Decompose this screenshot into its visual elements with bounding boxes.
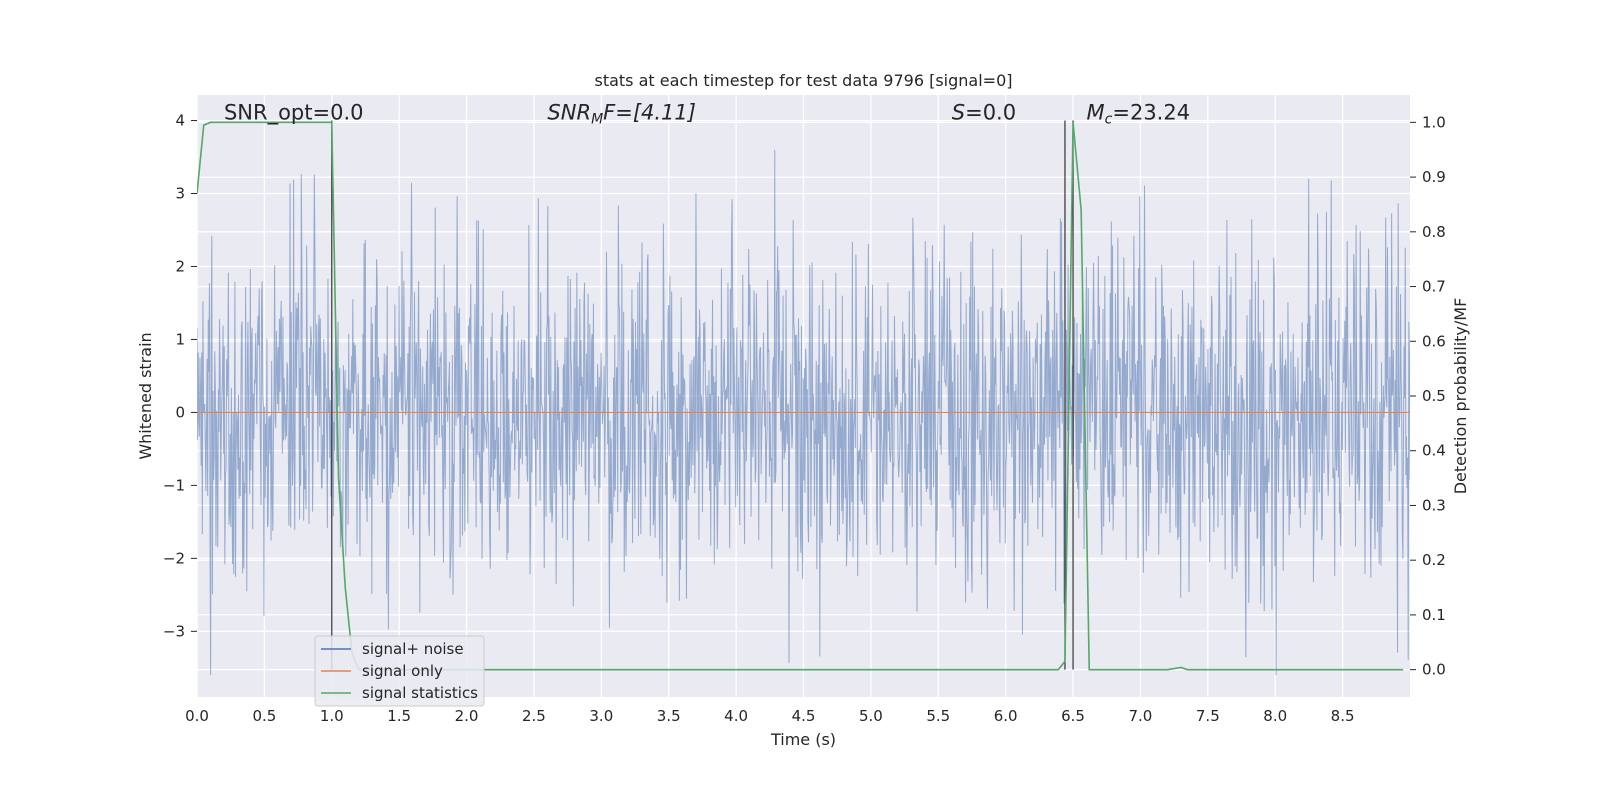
y-right-tick-label: 0.5 bbox=[1422, 387, 1446, 405]
y-tick-label: −1 bbox=[163, 476, 185, 494]
y-tick-label: 3 bbox=[175, 185, 185, 203]
annotation-s-value: =0.0 bbox=[965, 101, 1016, 125]
y-right-axis-label: Detection probability/MF bbox=[1451, 298, 1470, 495]
annotation-mc: Mc=23.24 bbox=[1087, 101, 1191, 128]
annotation-mc-symbol: M bbox=[1087, 101, 1105, 125]
x-tick-label: 5.0 bbox=[859, 707, 883, 725]
y-tick-label: −3 bbox=[163, 622, 185, 640]
y-right-tick-label: 0.4 bbox=[1422, 442, 1446, 460]
x-tick-label: 4.0 bbox=[724, 707, 748, 725]
x-tick-label: 0.5 bbox=[252, 707, 276, 725]
x-axis-label: Time (s) bbox=[770, 730, 836, 749]
y-right-tick-label: 0.3 bbox=[1422, 496, 1446, 514]
x-tick-label: 8.0 bbox=[1263, 707, 1287, 725]
x-tick-label: 0.0 bbox=[185, 707, 209, 725]
legend-label-signal-noise: signal+ noise bbox=[362, 640, 464, 658]
annotation-snr-mf-value: F=[4.11] bbox=[603, 101, 696, 125]
x-tick-label: 7.0 bbox=[1129, 707, 1153, 725]
vertical-markers bbox=[331, 120, 1074, 670]
y-tick-label: 1 bbox=[175, 330, 185, 348]
legend-label-signal-statistics: signal statistics bbox=[362, 684, 478, 702]
x-tick-label: 4.5 bbox=[792, 707, 816, 725]
y-right-tick-label: 1.0 bbox=[1422, 113, 1446, 131]
y-tick-label: −2 bbox=[163, 549, 185, 567]
annotation-mc-subscript: c bbox=[1105, 112, 1113, 128]
x-tick-label: 1.0 bbox=[320, 707, 344, 725]
annotation-snr-mf-symbol: SNR bbox=[547, 101, 591, 125]
x-tick-label: 2.0 bbox=[455, 707, 479, 725]
y-right-tick-label: 0.6 bbox=[1422, 332, 1446, 350]
legend: signal+ noise signal only signal statist… bbox=[314, 635, 485, 707]
y-right-tick-label: 0.0 bbox=[1422, 661, 1446, 679]
y-right-tick-label: 0.2 bbox=[1422, 551, 1446, 569]
axis-ticks: 0.0 0.5 1.0 1.5 2.0 2.5 3.0 3.5 4.0 4.5 5.0 5.5 6.0 6… bbox=[163, 112, 1446, 725]
chart-title: stats at each timestep for test data 979… bbox=[594, 71, 1012, 90]
y-tick-label: 0 bbox=[175, 403, 185, 421]
x-tick-label: 8.5 bbox=[1331, 707, 1355, 725]
x-tick-label: 2.5 bbox=[522, 707, 546, 725]
annotation-snr-opt: SNR_opt=0.0 bbox=[224, 101, 364, 126]
legend-label-signal-only: signal only bbox=[362, 662, 443, 680]
series-signal-noise bbox=[197, 149, 1410, 676]
annotation-mc-value: =23.24 bbox=[1112, 101, 1190, 125]
y-tick-label: 2 bbox=[175, 257, 185, 275]
x-tick-label: 6.0 bbox=[994, 707, 1018, 725]
y-axis-label: Whitened strain bbox=[136, 332, 155, 459]
y-right-tick-label: 0.8 bbox=[1422, 223, 1446, 241]
x-tick-label: 7.5 bbox=[1196, 707, 1220, 725]
annotation-s: S=0.0 bbox=[952, 101, 1016, 125]
annotation-s-symbol: S bbox=[952, 101, 965, 125]
x-tick-label: 3.5 bbox=[657, 707, 681, 725]
series-signal-statistics bbox=[197, 121, 1404, 671]
x-tick-label: 3.0 bbox=[589, 707, 613, 725]
legend-box bbox=[314, 635, 485, 707]
y-tick-label: 4 bbox=[175, 112, 185, 130]
annotation-snr-mf: SNRMF=[4.11] bbox=[547, 101, 696, 128]
x-tick-label: 5.5 bbox=[926, 707, 950, 725]
x-tick-label: 6.5 bbox=[1061, 707, 1085, 725]
y-right-tick-label: 0.1 bbox=[1422, 606, 1446, 624]
annotation-snr-mf-subscript: M bbox=[591, 112, 603, 128]
y-right-tick-label: 0.9 bbox=[1422, 168, 1446, 186]
x-tick-label: 1.5 bbox=[387, 707, 411, 725]
y-right-tick-label: 0.7 bbox=[1422, 278, 1446, 296]
